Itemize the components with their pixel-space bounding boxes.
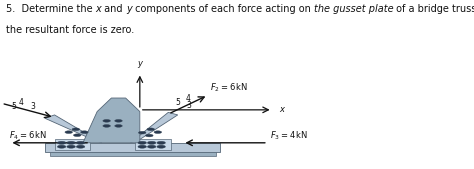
- Circle shape: [73, 134, 81, 137]
- Circle shape: [146, 134, 153, 137]
- Polygon shape: [83, 98, 140, 143]
- Circle shape: [138, 145, 146, 148]
- Circle shape: [57, 141, 66, 144]
- Text: $F_3 = 4\,\mathrm{kN}$: $F_3 = 4\,\mathrm{kN}$: [270, 129, 308, 142]
- Text: y: y: [126, 4, 132, 14]
- Polygon shape: [130, 112, 178, 143]
- Bar: [45, 143, 220, 152]
- Text: 5.  Determine the: 5. Determine the: [6, 4, 95, 14]
- Circle shape: [67, 141, 75, 144]
- Circle shape: [57, 145, 66, 148]
- Text: x: x: [280, 105, 285, 114]
- Circle shape: [76, 141, 85, 144]
- Circle shape: [72, 128, 80, 131]
- Polygon shape: [45, 115, 102, 143]
- Text: of a bridge truss.  Show that: of a bridge truss. Show that: [393, 4, 474, 14]
- Circle shape: [157, 145, 165, 148]
- Text: y: y: [137, 59, 142, 68]
- Circle shape: [115, 125, 122, 127]
- Circle shape: [103, 125, 110, 127]
- Circle shape: [138, 131, 146, 134]
- Text: the gusset plate: the gusset plate: [314, 4, 393, 14]
- Circle shape: [147, 128, 155, 131]
- Bar: [50, 152, 216, 156]
- Circle shape: [103, 119, 110, 122]
- Text: 3: 3: [30, 102, 35, 111]
- Bar: [55, 139, 90, 150]
- Circle shape: [81, 131, 88, 134]
- Text: 4: 4: [18, 98, 23, 107]
- Circle shape: [157, 141, 165, 144]
- Circle shape: [65, 131, 73, 134]
- Text: $F_2 = 6\,\mathrm{kN}$: $F_2 = 6\,\mathrm{kN}$: [210, 82, 248, 94]
- Circle shape: [138, 141, 146, 144]
- Text: 5: 5: [11, 102, 16, 111]
- Bar: [135, 139, 171, 150]
- Text: and: and: [101, 4, 126, 14]
- Text: 5: 5: [175, 98, 180, 107]
- Circle shape: [115, 119, 122, 122]
- Circle shape: [154, 131, 162, 134]
- Text: components of each force acting on: components of each force acting on: [132, 4, 314, 14]
- Text: 3: 3: [186, 101, 191, 110]
- Text: 4: 4: [186, 94, 191, 103]
- Circle shape: [76, 145, 85, 148]
- Circle shape: [147, 141, 156, 144]
- Text: $F_4 = 6\,\mathrm{kN}$: $F_4 = 6\,\mathrm{kN}$: [9, 129, 47, 142]
- Text: the resultant force is zero.: the resultant force is zero.: [6, 25, 134, 34]
- Text: x: x: [95, 4, 101, 14]
- Circle shape: [147, 145, 156, 148]
- Circle shape: [67, 145, 75, 148]
